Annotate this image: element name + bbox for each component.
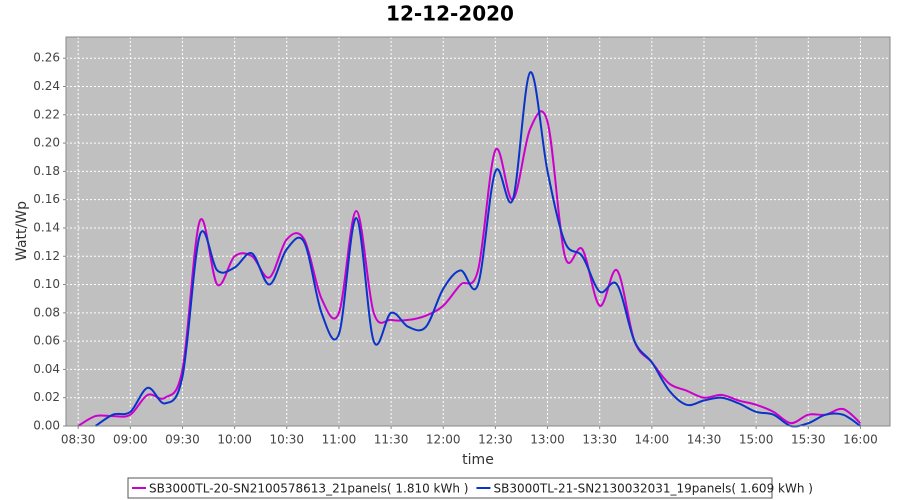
x-tick-label: 09:30: [165, 433, 200, 447]
y-tick-label: 0.06: [33, 334, 60, 348]
y-tick-label: 0.20: [33, 136, 60, 150]
x-tick-label: 15:30: [791, 433, 826, 447]
x-tick-label: 11:30: [374, 433, 409, 447]
y-tick-label: 0.02: [33, 390, 60, 404]
x-tick-label: 14:00: [635, 433, 670, 447]
x-tick-label: 10:30: [269, 433, 304, 447]
x-tick-label: 14:30: [687, 433, 722, 447]
x-tick-label: 16:00: [843, 433, 878, 447]
y-tick-label: 0.26: [33, 51, 60, 65]
y-tick-label: 0.04: [33, 362, 60, 376]
y-tick-label: 0.12: [33, 249, 60, 263]
plot-area: [66, 37, 890, 426]
y-tick-label: 0.16: [33, 192, 60, 206]
series-line: [94, 71, 862, 428]
x-tick-label: 08:30: [61, 433, 96, 447]
x-tick-label: 12:00: [426, 433, 461, 447]
chart-title: 12-12-2020: [386, 2, 514, 26]
x-tick-label: 09:00: [113, 433, 148, 447]
x-tick-label: 12:30: [478, 433, 513, 447]
plot-border: [65, 36, 891, 427]
y-tick-label: 0.14: [33, 220, 60, 234]
y-axis-label: Watt/Wp: [14, 201, 30, 261]
legend: [127, 477, 773, 499]
y-tick-label: 0.08: [33, 305, 60, 319]
y-tick-label: 0.10: [33, 277, 60, 291]
x-axis-label: time: [462, 452, 494, 468]
y-tick-label: 0.00: [33, 419, 60, 433]
x-tick-label: 13:30: [582, 433, 617, 447]
x-tick-label: 10:00: [217, 433, 252, 447]
x-tick-label: 13:00: [530, 433, 565, 447]
legend-label: SB3000TL-21-SN2130032031_19panels( 1.609…: [493, 482, 812, 496]
x-tick-label: 11:00: [322, 433, 357, 447]
y-tick-label: 0.22: [33, 107, 60, 121]
x-tick-label: 15:00: [739, 433, 774, 447]
legend-label: SB3000TL-20-SN2100578613_21panels( 1.810…: [149, 482, 468, 496]
y-tick-label: 0.24: [33, 79, 60, 93]
y-tick-label: 0.18: [33, 164, 60, 178]
